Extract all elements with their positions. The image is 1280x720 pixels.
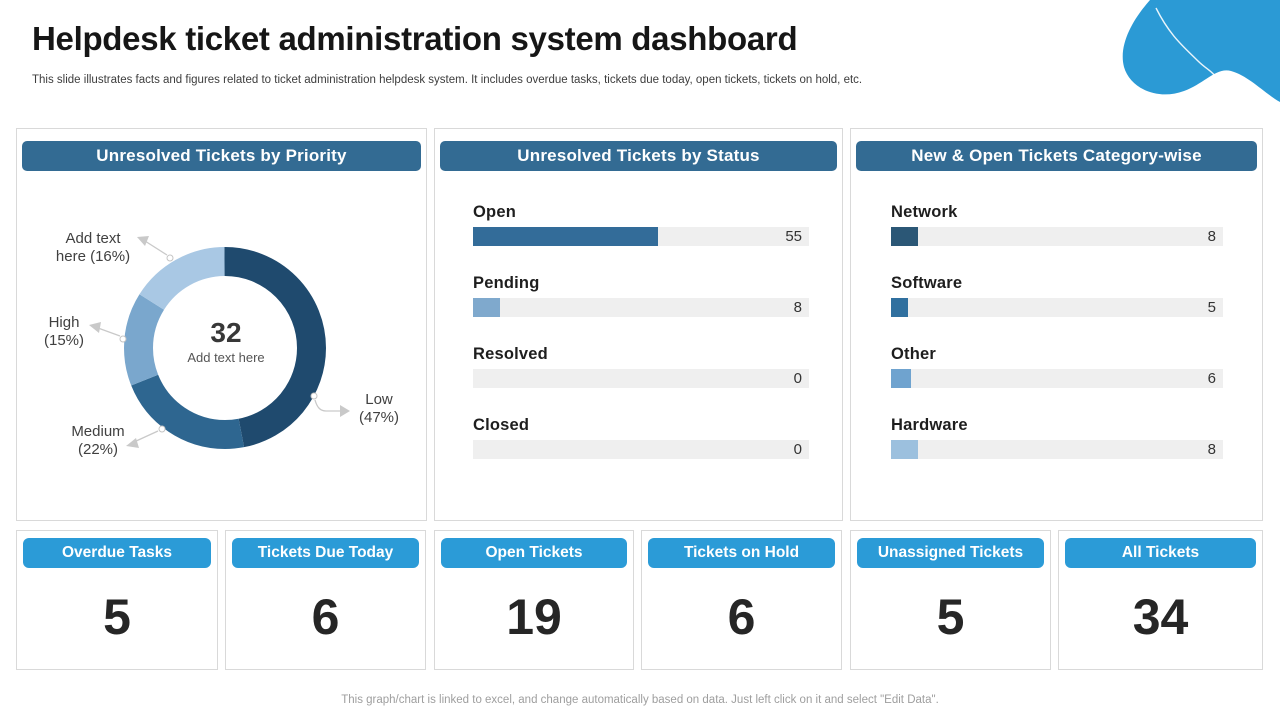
bar-row-open: Open 55 <box>473 203 809 246</box>
bar-value: 0 <box>793 370 802 387</box>
bar-value: 8 <box>793 299 802 316</box>
panel-category-bars: New & Open Tickets Category-wise Network… <box>850 128 1263 521</box>
bar-track: 8 <box>473 298 809 317</box>
bar-track: 6 <box>891 369 1223 388</box>
bar-fill <box>891 298 908 317</box>
bar-label: Software <box>891 274 963 292</box>
bar-label: Closed <box>473 416 530 434</box>
status-bar-rows: Open 55 Pending 8 Resolved 0 Closed <box>435 203 842 487</box>
blob-accent-line <box>1155 7 1219 85</box>
kpi-header: Overdue Tasks <box>23 538 211 568</box>
kpi-value: 34 <box>1132 588 1189 645</box>
panel-category-title: New & Open Tickets Category-wise <box>856 141 1257 171</box>
bar-row-other: Other 6 <box>891 345 1223 388</box>
donut-callout-add-text: Add text here (16%) <box>55 230 131 266</box>
bar-row-hardware: Hardware 8 <box>891 416 1223 459</box>
bar-label: Hardware <box>891 416 968 434</box>
donut-callout-low: Low (47%) <box>358 391 399 427</box>
kpi-value: 5 <box>103 588 131 645</box>
bar-value: 55 <box>785 228 802 245</box>
bar-fill <box>473 227 658 246</box>
bar-track: 5 <box>891 298 1223 317</box>
callout-arrowheads <box>89 236 350 448</box>
kpi-value: 6 <box>311 588 340 645</box>
bar-label: Network <box>891 203 958 221</box>
kpi-header: Open Tickets <box>441 538 627 568</box>
callout-anchor-dots <box>119 254 318 433</box>
bar-fill <box>473 298 500 317</box>
priority-donut-chart <box>89 236 350 449</box>
kpi-value: 5 <box>936 588 965 645</box>
donut-center-overlay: 32 Add text here <box>156 317 296 365</box>
kpi-value: 19 <box>506 588 562 645</box>
page-subtitle: This slide illustrates facts and figures… <box>32 74 863 86</box>
donut-center-label: Add text here <box>187 350 265 365</box>
donut-center-value: 32 <box>210 317 242 348</box>
bar-track: 0 <box>473 440 809 459</box>
panel-priority-donut: Unresolved Tickets by Priority Add text … <box>16 128 427 521</box>
footer-note: This graph/chart is linked to excel, and… <box>341 694 939 706</box>
bar-label: Open <box>473 203 516 221</box>
donut-callout-high: High (15%) <box>43 314 84 350</box>
bar-value: 5 <box>1207 299 1216 316</box>
bar-row-pending: Pending 8 <box>473 274 809 317</box>
kpi-header: Tickets on Hold <box>648 538 835 568</box>
kpi-card-tickets-on-hold: Tickets on Hold 6 <box>641 530 842 670</box>
panel-status-bars: Unresolved Tickets by Status Open 55 Pen… <box>434 128 843 521</box>
panel-status-title: Unresolved Tickets by Status <box>440 141 837 171</box>
bar-track: 0 <box>473 369 809 388</box>
bar-row-network: Network 8 <box>891 203 1223 246</box>
kpi-card-open-tickets: Open Tickets 19 <box>434 530 634 670</box>
bar-value: 8 <box>1207 441 1216 458</box>
kpi-header: Unassigned Tickets <box>857 538 1044 568</box>
bar-track: 55 <box>473 227 809 246</box>
bar-fill <box>891 369 911 388</box>
kpi-card-unassigned-tickets: Unassigned Tickets 5 <box>850 530 1051 670</box>
bar-row-resolved: Resolved 0 <box>473 345 809 388</box>
page-title: Helpdesk ticket administration system da… <box>32 20 798 57</box>
bar-label: Resolved <box>473 345 548 363</box>
bar-fill <box>891 440 918 459</box>
bar-track: 8 <box>891 227 1223 246</box>
bar-track: 8 <box>891 440 1223 459</box>
panel-priority-title: Unresolved Tickets by Priority <box>22 141 421 171</box>
kpi-card-all-tickets: All Tickets 34 <box>1058 530 1263 670</box>
bar-fill <box>891 227 918 246</box>
callout-leader-lines <box>97 240 340 443</box>
bar-label: Other <box>891 345 937 363</box>
kpi-value: 6 <box>727 588 756 645</box>
bar-value: 6 <box>1207 370 1216 387</box>
kpi-header: Tickets Due Today <box>232 538 419 568</box>
kpi-card-tickets-due-today: Tickets Due Today 6 <box>225 530 426 670</box>
bar-row-software: Software 5 <box>891 274 1223 317</box>
kpi-header: All Tickets <box>1065 538 1256 568</box>
category-bar-rows: Network 8 Software 5 Other 6 Hardware <box>851 203 1262 487</box>
donut-callout-medium: Medium (22%) <box>71 423 125 459</box>
donut-arcs <box>124 247 326 449</box>
kpi-card-overdue-tasks: Overdue Tasks 5 <box>16 530 218 670</box>
corner-blob-shape <box>1122 0 1280 102</box>
bar-value: 8 <box>1207 228 1216 245</box>
bar-label: Pending <box>473 274 540 292</box>
bar-value: 0 <box>793 441 802 458</box>
bar-row-closed: Closed 0 <box>473 416 809 459</box>
